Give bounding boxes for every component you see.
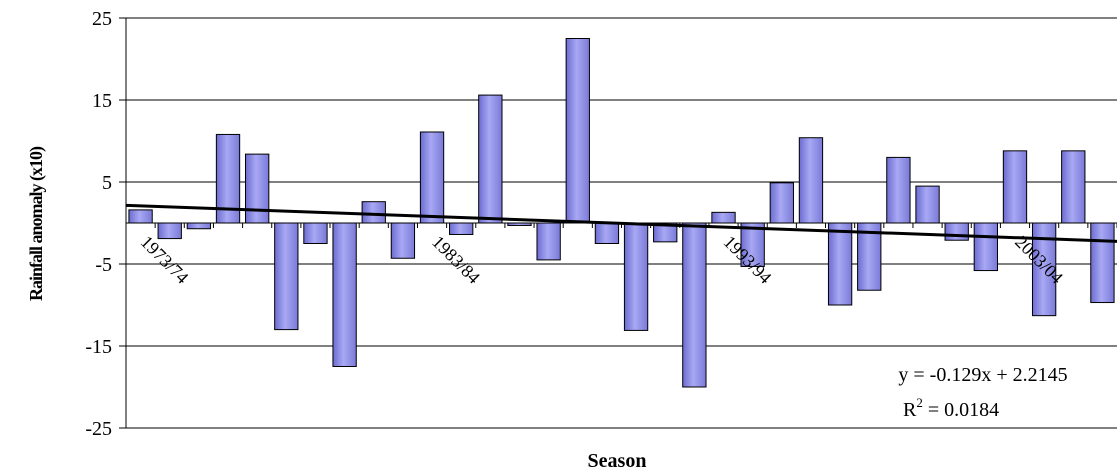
bar: [186, 222, 212, 230]
trendline: [125, 203, 1117, 243]
bar: [536, 222, 561, 261]
x-tick-label: 1973/74: [137, 232, 193, 288]
bar: [1090, 222, 1115, 304]
bar: [886, 156, 911, 224]
bar: [1061, 150, 1086, 224]
bar-series: [128, 38, 1115, 388]
bar: [944, 222, 969, 241]
bar: [682, 222, 707, 388]
bar: [449, 222, 474, 235]
y-axis-title: Rainfall anomaly (x10): [26, 146, 47, 301]
bar: [478, 94, 503, 224]
bar: [157, 222, 182, 240]
y-tick-label: 15: [92, 90, 112, 112]
r-squared-label: R2 = 0.0184: [903, 395, 999, 421]
r-squared-exponent: 2: [916, 395, 923, 410]
bar: [361, 201, 386, 224]
bar: [769, 182, 794, 224]
bar: [419, 131, 445, 224]
bar: [711, 211, 736, 224]
bar: [245, 153, 270, 224]
r-squared-symbol: R: [903, 399, 917, 421]
bar: [1002, 150, 1028, 224]
bar: [798, 137, 824, 224]
x-axis-title: Season: [588, 450, 647, 472]
bar: [332, 222, 357, 367]
bar: [827, 222, 853, 306]
bar: [390, 222, 416, 259]
bar: [128, 209, 153, 224]
bar: [973, 222, 998, 272]
bar: [303, 222, 328, 244]
bar: [565, 38, 590, 224]
bar: [623, 222, 649, 331]
trendline-equation: y = -0.129x + 2.2145: [898, 364, 1067, 386]
y-tick-label: -25: [85, 418, 112, 440]
bar: [594, 222, 620, 244]
y-tick-label: 25: [92, 8, 112, 30]
x-tick-label: 1983/84: [428, 232, 484, 288]
y-tick-label: -5: [95, 254, 112, 276]
y-tick-label: 5: [102, 172, 112, 194]
y-tick-labels: 25 15 5 -5 -15 -25: [85, 8, 112, 440]
r-squared-value: = 0.0184: [923, 399, 999, 421]
bar: [274, 222, 299, 331]
bar: [915, 185, 940, 224]
y-tick-label: -15: [85, 336, 112, 358]
